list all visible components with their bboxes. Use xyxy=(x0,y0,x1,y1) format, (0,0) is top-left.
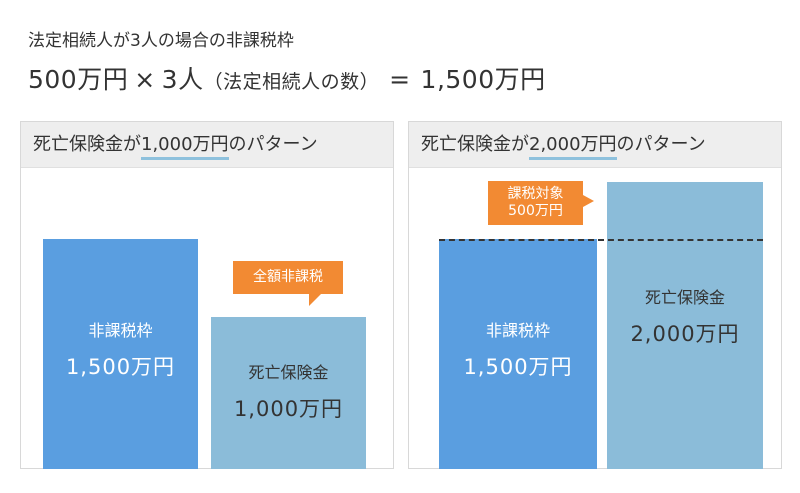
panel-title-post: のパターン xyxy=(228,134,318,155)
panel-2000-pattern: 死亡保険金が2,000万円のパターン 非課税枠 1,500万円 死亡保険金 2,… xyxy=(408,121,782,469)
panel-title-post: のパターン xyxy=(616,134,706,155)
exempt-limit-value: 1,500万円 xyxy=(65,355,176,379)
panel-title-highlight: 1,000万円 xyxy=(141,122,229,167)
panel-title-highlight: 2,000万円 xyxy=(529,122,617,167)
formula-count-note: （法定相続人の数） xyxy=(203,71,380,93)
callout-line2: 500万円 xyxy=(508,203,563,219)
panel-1000-pattern: 死亡保険金が1,000万円のパターン 非課税枠 1,500万円 死亡保険金 1,… xyxy=(20,121,394,469)
exempt-limit-bar: 非課税枠 1,500万円 xyxy=(43,239,198,469)
formula-equals: = xyxy=(389,65,411,94)
formula-amount: 500万円 xyxy=(28,65,129,94)
callout-text: 全額非課税 xyxy=(253,269,323,285)
panel-title: 死亡保険金が1,000万円のパターン xyxy=(21,122,393,168)
callout-taxable: 課税対象 500万円 xyxy=(488,181,594,225)
diagram-subtitle: 法定相続人が3人の場合の非課税枠 xyxy=(28,31,294,51)
panel-title-pre: 死亡保険金が xyxy=(421,134,529,155)
panel-title: 死亡保険金が2,000万円のパターン xyxy=(409,122,781,168)
panel-title-pre: 死亡保険金が xyxy=(33,134,141,155)
insurance-label: 死亡保険金 xyxy=(644,288,725,307)
formula: 500万円 × 3人（法定相続人の数） = 1,500万円 xyxy=(28,60,546,96)
insurance-value: 2,000万円 xyxy=(630,322,740,346)
insurance-bar: 死亡保険金 2,000万円 xyxy=(607,182,763,469)
exempt-limit-bar: 非課税枠 1,500万円 xyxy=(439,239,597,469)
callout-line1: 課税対象 xyxy=(507,186,564,202)
formula-total: 1,500万円 xyxy=(420,65,546,94)
exempt-limit-label: 非課税枠 xyxy=(88,321,153,340)
exempt-limit-value: 1,500万円 xyxy=(463,355,573,379)
formula-multiply: × xyxy=(134,65,156,94)
insurance-value: 1,000万円 xyxy=(233,397,344,421)
formula-count: 3人 xyxy=(161,65,204,94)
exempt-limit-label: 非課税枠 xyxy=(485,321,550,340)
insurance-bar: 死亡保険金 1,000万円 xyxy=(211,317,366,469)
exempt-limit-line xyxy=(439,239,763,241)
callout-fully-exempt: 全額非課税 xyxy=(233,261,343,306)
insurance-label: 死亡保険金 xyxy=(248,363,329,382)
